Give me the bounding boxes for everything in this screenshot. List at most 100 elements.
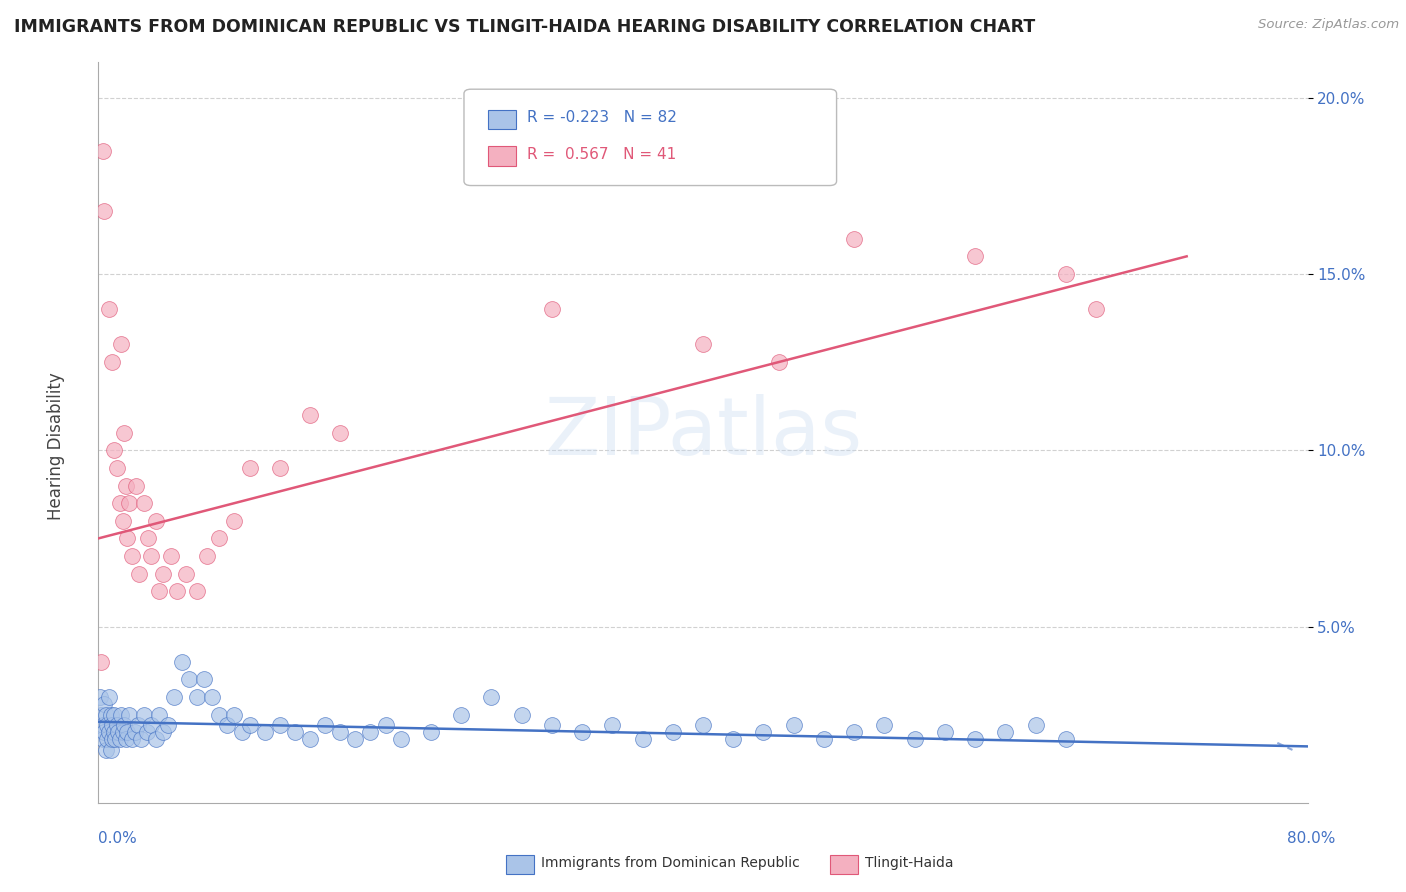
Point [152, 725, 174, 739]
Text: 0.0%: 0.0% [98, 831, 138, 846]
Text: Tlingit-Haida: Tlingit-Haida [865, 856, 953, 871]
Point [129, 732, 152, 747]
Point [91, 732, 114, 747]
Point [193, 673, 215, 687]
Point [91, 718, 114, 732]
Point [121, 549, 143, 563]
Point [145, 732, 167, 747]
Point [166, 584, 188, 599]
Point [163, 690, 186, 704]
Point [148, 584, 170, 599]
Point [141, 718, 163, 732]
Point [269, 718, 291, 732]
Point [186, 690, 208, 704]
Point [128, 566, 150, 581]
Point [540, 718, 562, 732]
Point [904, 732, 927, 747]
Point [135, 725, 157, 739]
Point [215, 718, 238, 732]
Point [96, 718, 118, 732]
Point [1054, 732, 1077, 747]
Point [132, 496, 155, 510]
Point [208, 707, 231, 722]
Point [90, 655, 112, 669]
Point [111, 514, 134, 528]
Point [93, 203, 115, 218]
Point [107, 725, 129, 739]
Point [661, 725, 683, 739]
Point [179, 673, 201, 687]
Point [186, 584, 208, 599]
Point [160, 549, 183, 563]
Point [110, 337, 132, 351]
Point [110, 707, 132, 722]
Point [114, 732, 136, 747]
Point [105, 718, 128, 732]
Point [152, 566, 174, 581]
Point [314, 718, 336, 732]
Text: R = -0.223   N = 82: R = -0.223 N = 82 [527, 111, 678, 125]
Point [105, 461, 128, 475]
Point [299, 732, 322, 747]
Point [89, 690, 111, 704]
Point [91, 144, 114, 158]
Point [994, 725, 1017, 739]
Point [118, 707, 141, 722]
Point [101, 355, 124, 369]
Point [1054, 267, 1077, 281]
Text: Source: ZipAtlas.com: Source: ZipAtlas.com [1258, 18, 1399, 31]
Point [132, 707, 155, 722]
Point [571, 725, 593, 739]
Point [93, 725, 115, 739]
Point [118, 496, 141, 510]
Point [90, 707, 112, 722]
Point [100, 707, 122, 722]
Point [752, 725, 775, 739]
Point [103, 443, 125, 458]
Point [98, 302, 121, 317]
Point [104, 732, 127, 747]
Point [100, 743, 122, 757]
Point [208, 532, 231, 546]
Point [631, 732, 654, 747]
Point [450, 707, 472, 722]
Point [481, 690, 503, 704]
Point [224, 514, 246, 528]
Point [540, 302, 562, 317]
Point [692, 718, 714, 732]
Point [145, 514, 167, 528]
Text: IMMIGRANTS FROM DOMINICAN REPUBLIC VS TLINGIT-HAIDA HEARING DISABILITY CORRELATI: IMMIGRANTS FROM DOMINICAN REPUBLIC VS TL… [14, 18, 1035, 36]
Point [115, 725, 138, 739]
Point [148, 707, 170, 722]
Point [768, 355, 790, 369]
Point [112, 718, 135, 732]
Point [115, 532, 138, 546]
Text: 80.0%: 80.0% [1288, 831, 1336, 846]
Point [98, 690, 121, 704]
Point [201, 690, 224, 704]
Point [96, 732, 118, 747]
Point [231, 725, 253, 739]
Point [269, 461, 291, 475]
Point [299, 408, 322, 422]
Point [844, 232, 866, 246]
Point [284, 725, 307, 739]
Point [224, 707, 246, 722]
Point [510, 707, 533, 722]
Point [195, 549, 218, 563]
Point [156, 718, 179, 732]
Point [344, 732, 367, 747]
Point [873, 718, 896, 732]
Point [127, 718, 149, 732]
Point [239, 718, 262, 732]
Point [389, 732, 412, 747]
Text: Hearing Disability: Hearing Disability [48, 372, 65, 520]
Point [94, 743, 117, 757]
Text: ZIPatlas: ZIPatlas [544, 393, 862, 472]
Text: R =  0.567   N = 41: R = 0.567 N = 41 [527, 147, 676, 161]
Point [420, 725, 443, 739]
Point [103, 725, 125, 739]
Point [1024, 718, 1046, 732]
Point [360, 725, 382, 739]
Point [844, 725, 866, 739]
